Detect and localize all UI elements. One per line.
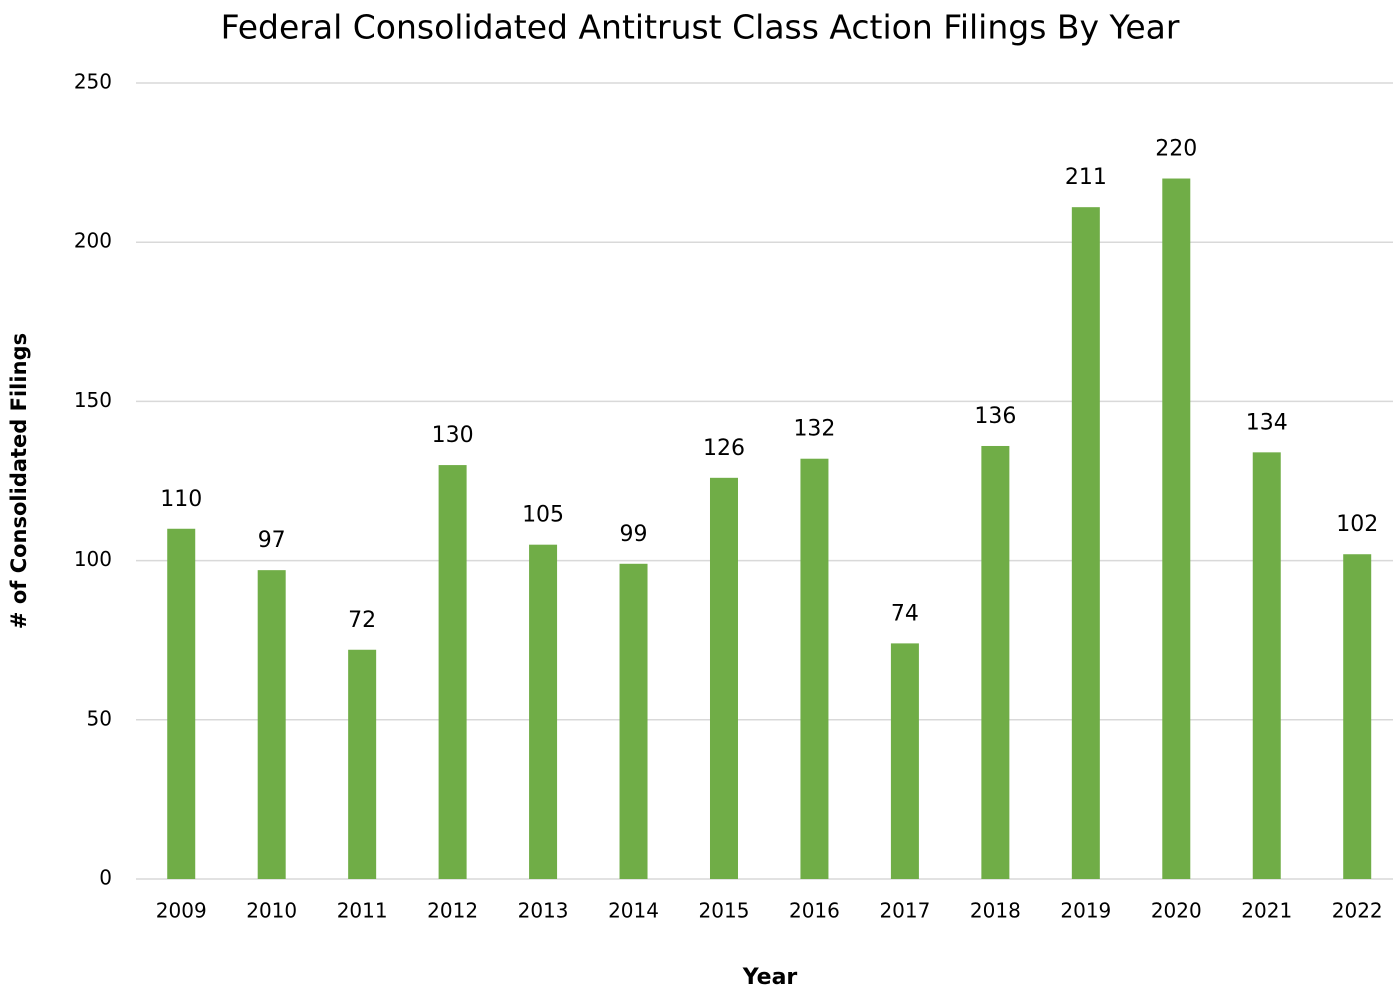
y-axis-label: # of Consolidated Filings [7,333,31,629]
data-label: 211 [1065,165,1107,190]
y-tick-label: 150 [74,388,112,412]
x-tick-label: 2015 [699,899,750,923]
x-tick-label: 2013 [518,899,569,923]
bar [800,458,829,879]
data-label: 220 [1155,137,1197,162]
x-axis-label: Year [742,965,798,990]
data-label: 132 [793,417,835,442]
data-label: 102 [1336,512,1378,537]
x-tick-label: 2019 [1060,899,1111,923]
data-label: 126 [703,436,745,461]
bar [1252,452,1281,879]
x-tick-label: 2016 [789,899,840,923]
data-label: 99 [620,522,648,547]
chart-title: Federal Consolidated Antitrust Class Act… [221,8,1180,47]
bar [619,563,648,879]
x-tick-label: 2009 [156,899,207,923]
x-tick-label: 2012 [427,899,478,923]
data-label: 110 [160,487,202,512]
y-tick-label: 100 [74,547,112,571]
y-tick-label: 50 [87,706,112,730]
x-tick-label: 2021 [1241,899,1292,923]
data-label: 134 [1246,410,1288,435]
bar [1071,207,1100,879]
data-label: 97 [258,528,286,553]
x-tick-label: 2017 [879,899,930,923]
data-label: 130 [432,423,474,448]
x-tick-label: 2011 [337,899,388,923]
data-label: 136 [974,404,1016,429]
y-tick-label: 0 [99,866,112,890]
y-tick-label: 250 [74,70,112,94]
bar [981,445,1010,879]
bar [167,528,196,879]
x-tick-label: 2022 [1332,899,1383,923]
bar [529,544,558,879]
bar [890,643,919,879]
bar [709,477,738,879]
y-tick-label: 200 [74,229,112,253]
bar [348,649,377,879]
x-tick-label: 2020 [1151,899,1202,923]
x-tick-label: 2010 [246,899,297,923]
data-label: 105 [522,503,564,528]
data-label: 72 [348,608,376,633]
x-tick-label: 2014 [608,899,659,923]
bar [257,570,286,879]
bar [1343,554,1372,879]
bar [438,465,467,879]
data-label: 74 [891,601,919,626]
x-tick-label: 2018 [970,899,1021,923]
bar [1162,178,1191,879]
